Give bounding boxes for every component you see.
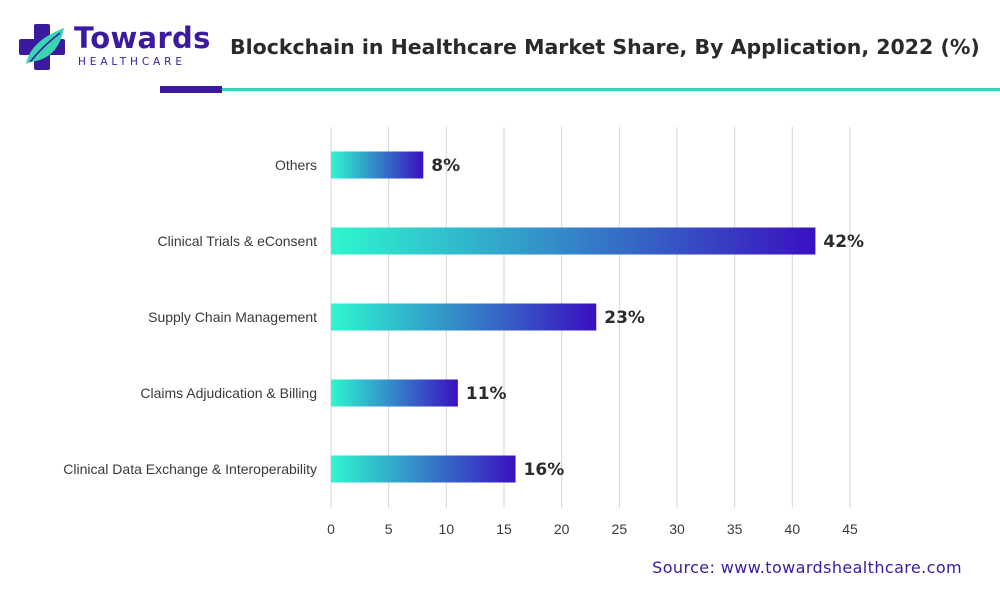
data-label: 11% [466, 384, 507, 404]
bar [331, 151, 424, 179]
data-label: 8% [431, 156, 460, 176]
page-title: Blockchain in Healthcare Market Share, B… [230, 35, 980, 59]
data-label: 16% [524, 460, 565, 480]
bars [331, 151, 816, 483]
y-category-label: Supply Chain Management [148, 309, 317, 325]
bar [331, 227, 816, 255]
brand-logo: Towards HEALTHCARE [16, 20, 210, 76]
logo-subtext: HEALTHCARE [78, 56, 186, 68]
plus-leaf-icon [19, 24, 65, 70]
x-tick-label: 0 [327, 521, 335, 537]
x-tick-label: 45 [842, 521, 858, 537]
data-label: 42% [823, 232, 864, 252]
y-category-label: Claims Adjudication & Billing [140, 385, 317, 401]
x-tick-label: 15 [496, 521, 512, 537]
header-divider-accent [160, 86, 222, 93]
y-category-label: Clinical Trials & eConsent [157, 233, 317, 249]
x-tick-label: 10 [439, 521, 455, 537]
bar [331, 455, 516, 483]
bar [331, 303, 597, 331]
y-category-label: Others [275, 157, 317, 173]
x-tick-label: 40 [785, 521, 801, 537]
y-category-label: Clinical Data Exchange & Interoperabilit… [63, 461, 317, 477]
logo-wordmark: Towards [74, 21, 211, 55]
x-tick-label: 20 [554, 521, 570, 537]
x-tick-label: 35 [727, 521, 743, 537]
labels: 0 5 10 15 20 25 30 35 40 45 Others 8% Clinical Trial… [63, 156, 864, 537]
header-divider [160, 88, 1000, 91]
data-label: 23% [604, 308, 645, 328]
source-note: Source: www.towardshealthcare.com [652, 558, 962, 577]
x-tick-label: 5 [385, 521, 393, 537]
bar [331, 379, 458, 407]
x-tick-label: 25 [612, 521, 628, 537]
x-tick-label: 30 [669, 521, 685, 537]
